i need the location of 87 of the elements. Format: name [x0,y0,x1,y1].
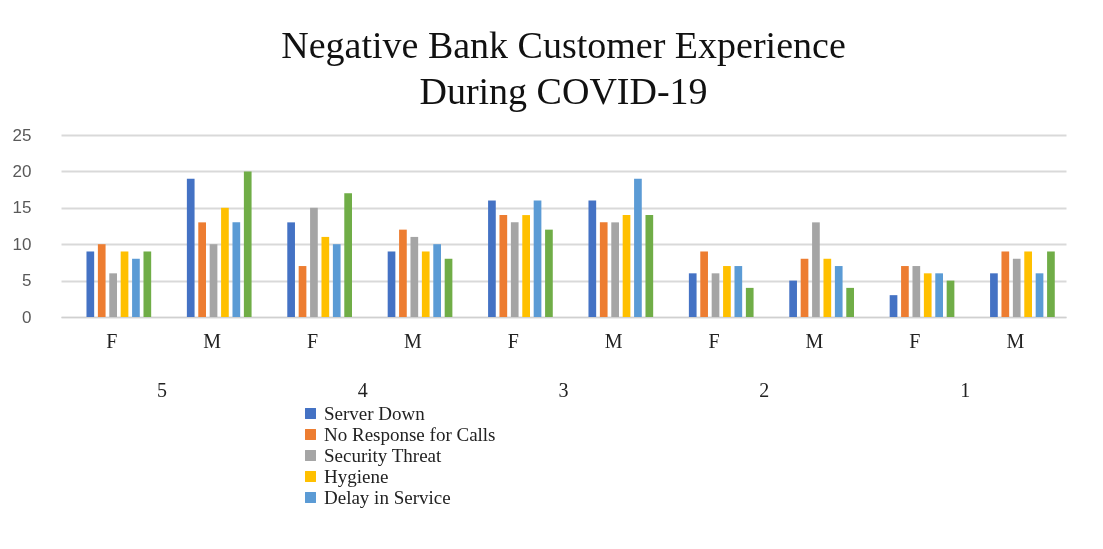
bar [711,273,720,317]
bar [545,229,553,317]
text: 1 [960,379,971,401]
bar [410,236,419,317]
x-tick-label: F [507,329,519,352]
bar [588,200,597,317]
x-tick-label: F [708,329,720,352]
bar [946,280,955,317]
bar [935,273,943,317]
text: 2 [759,379,770,401]
bar [688,273,697,317]
bar [332,244,341,317]
bar [1001,251,1010,317]
bar [789,280,797,317]
x-tick-label: F [106,329,118,352]
bar [209,244,218,317]
bar [533,200,542,317]
bar [243,171,252,317]
bar [923,273,932,317]
bar [344,193,352,317]
x-tick-label: M [805,329,824,352]
bar [645,215,654,317]
bar [846,287,854,317]
legend-label: Hygiene [324,465,389,487]
bar [488,200,496,317]
bar [599,222,608,317]
bar [221,207,229,317]
bar [143,251,152,317]
bar [700,251,708,317]
bar [734,266,743,317]
bar [97,244,106,317]
legend-label: Delay in Service [324,486,451,508]
text: 4 [357,379,368,401]
y-tick-label: 25 [12,125,32,145]
bar [912,266,921,317]
bar [823,258,832,317]
bar [198,222,206,317]
text: 5 [156,379,167,401]
legend-label: No Response for Calls [324,423,496,445]
bar [421,251,430,317]
bar [387,251,396,317]
bar [1047,251,1055,317]
bar [1024,251,1032,317]
bar [522,215,530,317]
bar [634,178,642,317]
bar [901,266,909,317]
bar [990,273,998,317]
y-tick-label: 15 [12,198,32,218]
x-tick-label: F [306,329,319,352]
legend-label: Security Threat [324,444,443,466]
bar [186,178,195,317]
bar [399,229,407,317]
bar [310,207,318,317]
bar [723,266,731,317]
bar [132,258,140,317]
bar [622,215,631,317]
x-tick-label: M [1006,329,1025,352]
x-tick-label: M [203,329,222,352]
bar [109,273,117,317]
bar [1012,258,1021,317]
x-tick-label: M [404,329,422,352]
bar [86,251,95,317]
bar [510,222,519,317]
bar [321,236,330,317]
x-tick-label: M [604,329,623,352]
y-tick-label: 5 [22,271,32,291]
bar [232,222,241,317]
bar [812,222,820,317]
bar [298,266,307,317]
bar [745,287,754,317]
chart-title: Negative Bank Customer Experience During COVID-19 [281,24,846,112]
y-tick-label: 0 [22,307,32,327]
x-tick-label: F [909,329,921,352]
bar [444,258,453,317]
bar [800,258,809,317]
bar [433,244,441,317]
legend-label: Server Down [324,402,426,424]
y-tick-label: 20 [12,161,32,181]
bar [499,215,508,317]
bar [834,266,843,317]
bar [611,222,619,317]
bar [120,251,129,317]
bar [1035,273,1044,317]
bar [287,222,295,317]
y-tick-label: 10 [12,234,32,254]
text: 3 [558,379,569,401]
bar [889,295,898,317]
